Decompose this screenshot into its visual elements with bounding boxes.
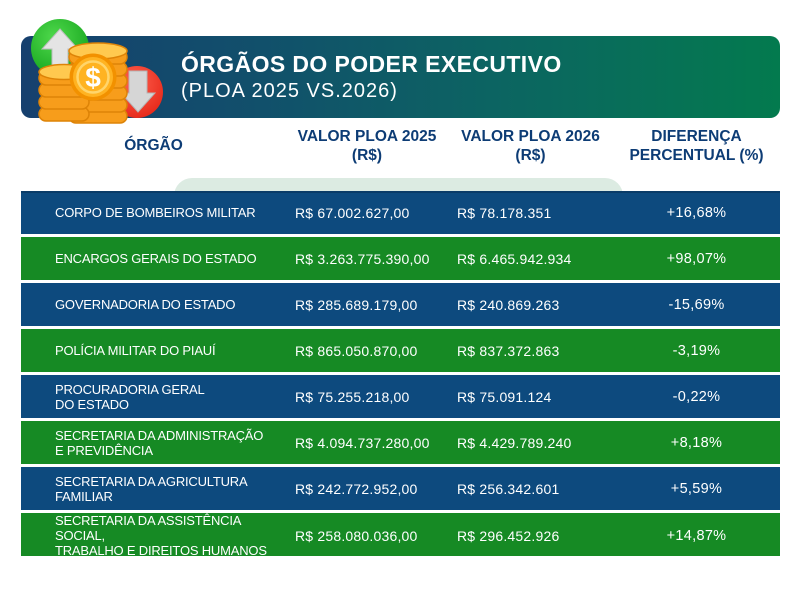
svg-text:$: $ xyxy=(85,62,101,93)
diferenca-cell: -15,69% xyxy=(668,296,725,313)
table-row: PROCURADORIA GERAL DO ESTADO R$ 75.255.2… xyxy=(21,375,780,418)
orgao-cell: GOVERNADORIA DO ESTADO xyxy=(55,297,236,312)
orgao-cell: SECRETARIA DA ASSISTÊNCIA SOCIAL, TRABAL… xyxy=(55,513,267,558)
diferenca-cell: +5,59% xyxy=(670,480,723,497)
ploa2026-cell: R$ 75.091.124 xyxy=(457,388,552,405)
column-header-orgao: ÓRGÃO xyxy=(124,137,183,154)
diferenca-cell: +16,68% xyxy=(666,204,727,221)
table-row: POLÍCIA MILITAR DO PIAUÍ R$ 865.050.870,… xyxy=(21,329,780,372)
ploa2026-cell: R$ 6.465.942.934 xyxy=(457,250,572,267)
coins-trend-icon: $ xyxy=(31,19,163,124)
ploa2025-cell: R$ 865.050.870,00 xyxy=(295,342,418,359)
table-column-headers: ÓRGÃO VALOR PLOA 2025 (R$) VALOR PLOA 20… xyxy=(21,127,780,165)
orgao-cell: CORPO DE BOMBEIROS MILITAR xyxy=(55,205,256,220)
column-header-ploa-2026: VALOR PLOA 2026 (R$) xyxy=(461,128,600,164)
ploa2026-cell: R$ 296.452.926 xyxy=(457,527,560,544)
ploa2025-cell: R$ 242.772.952,00 xyxy=(295,480,418,497)
orgao-cell: SECRETARIA DA AGRICULTURA FAMILIAR xyxy=(55,473,248,504)
ploa2026-cell: R$ 240.869.263 xyxy=(457,296,560,313)
orgao-cell: PROCURADORIA GERAL DO ESTADO xyxy=(55,381,205,412)
table-row: GOVERNADORIA DO ESTADO R$ 285.689.179,00… xyxy=(21,283,780,326)
diferenca-cell: +14,87% xyxy=(666,527,727,544)
header-text-block: ÓRGÃOS DO PODER EXECUTIVO (PLOA 2025 VS.… xyxy=(181,36,562,118)
page-title: ÓRGÃOS DO PODER EXECUTIVO xyxy=(181,51,562,77)
ploa2025-cell: R$ 285.689.179,00 xyxy=(295,296,418,313)
diferenca-cell: -3,19% xyxy=(672,342,721,359)
orgao-cell: SECRETARIA DA ADMINISTRAÇÃO E PREVIDÊNCI… xyxy=(55,427,264,458)
orgao-cell: POLÍCIA MILITAR DO PIAUÍ xyxy=(55,343,216,358)
diferenca-cell: -0,22% xyxy=(672,388,721,405)
ploa2026-cell: R$ 256.342.601 xyxy=(457,480,560,497)
table-row: SECRETARIA DA ADMINISTRAÇÃO E PREVIDÊNCI… xyxy=(21,421,780,464)
page-subtitle: (PLOA 2025 VS.2026) xyxy=(181,80,398,102)
column-header-ploa-2025: VALOR PLOA 2025 (R$) xyxy=(297,128,437,164)
table-row: SECRETARIA DA ASSISTÊNCIA SOCIAL, TRABAL… xyxy=(21,513,780,558)
ploa2026-cell: R$ 4.429.789.240 xyxy=(457,434,572,451)
table-row: ENCARGOS GERAIS DO ESTADO R$ 3.263.775.3… xyxy=(21,237,780,280)
ploa2026-cell: R$ 78.178.351 xyxy=(457,204,552,221)
ploa2025-cell: R$ 258.080.036,00 xyxy=(295,527,418,544)
table-row: CORPO DE BOMBEIROS MILITAR R$ 67.002.627… xyxy=(21,191,780,234)
column-header-diferenca: DIFERENÇA PERCENTUAL (%) xyxy=(629,128,764,164)
ploa2025-cell: R$ 3.263.775.390,00 xyxy=(295,250,430,267)
dollar-coin-icon: $ xyxy=(69,53,117,101)
ploa2025-cell: R$ 75.255.218,00 xyxy=(295,388,410,405)
ploa2025-cell: R$ 4.094.737.280,00 xyxy=(295,434,430,451)
table-row: SECRETARIA DA AGRICULTURA FAMILIAR R$ 24… xyxy=(21,467,780,510)
ploa2026-cell: R$ 837.372.863 xyxy=(457,342,560,359)
diferenca-cell: +98,07% xyxy=(666,250,727,267)
budget-table: CORPO DE BOMBEIROS MILITAR R$ 67.002.627… xyxy=(21,191,780,559)
diferenca-cell: +8,18% xyxy=(670,434,723,451)
ploa2025-cell: R$ 67.002.627,00 xyxy=(295,204,410,221)
orgao-cell: ENCARGOS GERAIS DO ESTADO xyxy=(55,251,257,266)
